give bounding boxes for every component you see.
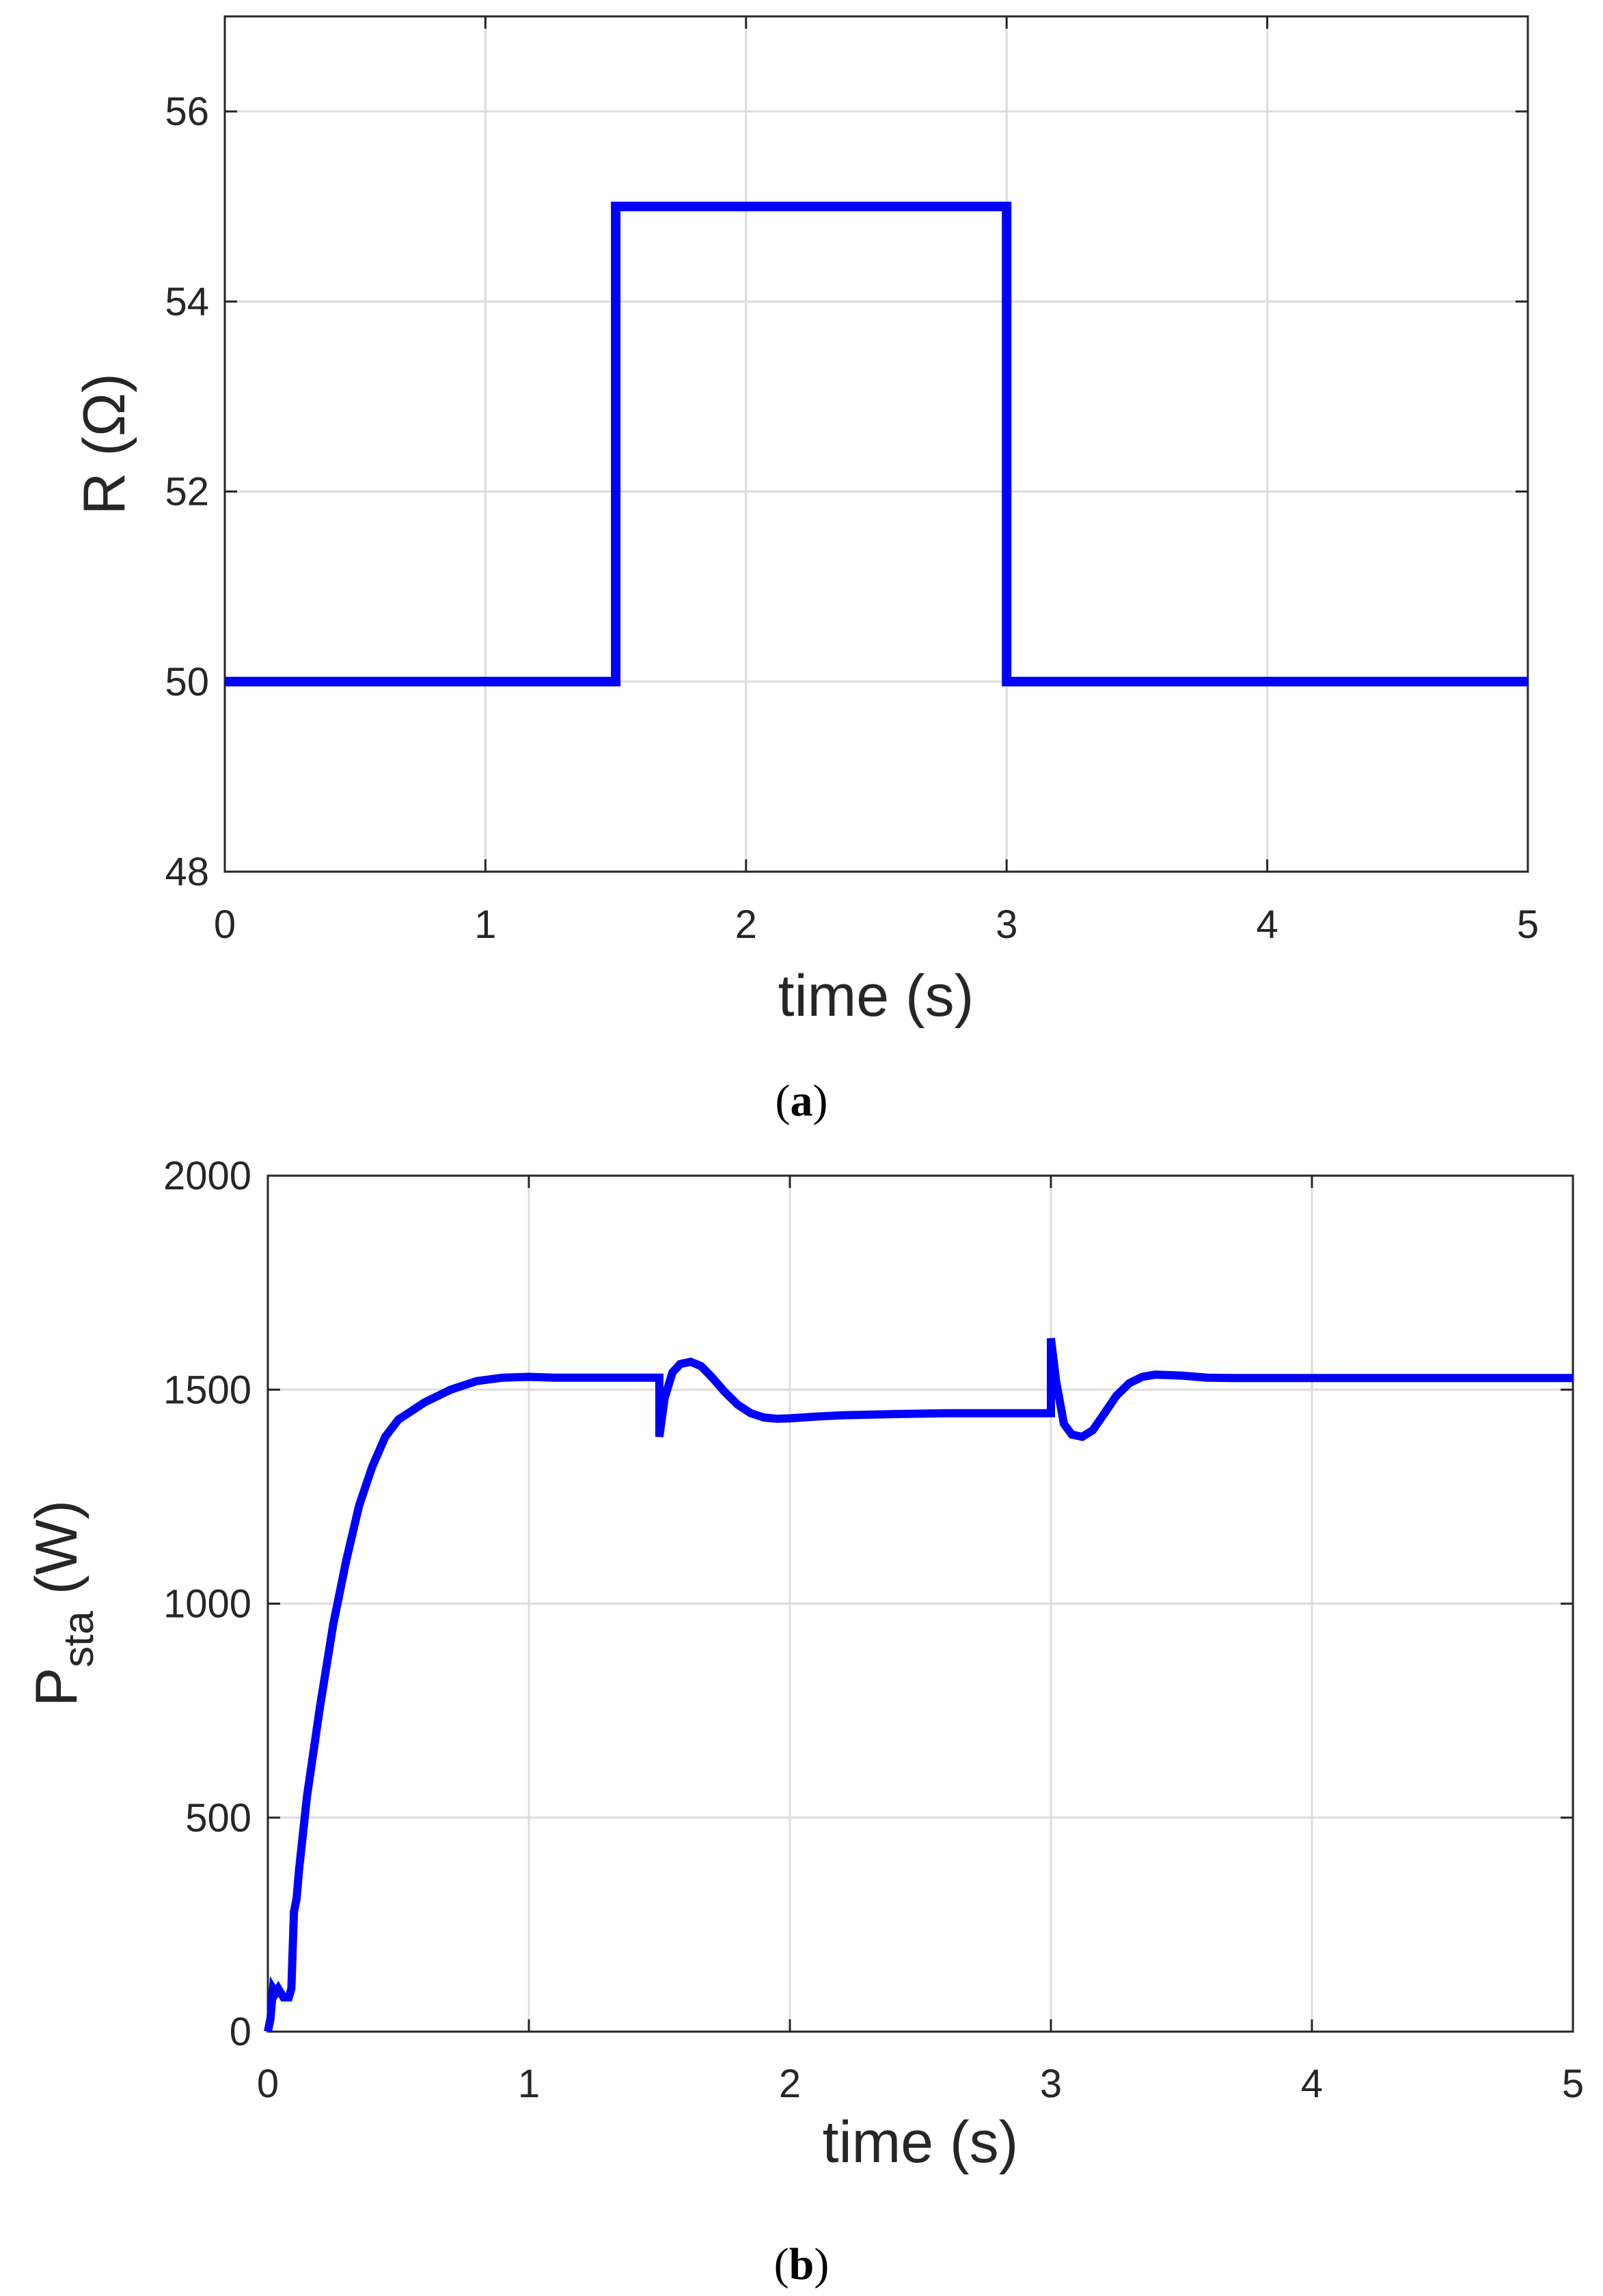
y-tick-label: 52 xyxy=(165,470,209,514)
x-tick-label: 3 xyxy=(1040,2062,1062,2106)
x-tick-label: 3 xyxy=(996,902,1017,947)
y-tick-label: 0 xyxy=(230,2010,251,2054)
y-tick-label: 500 xyxy=(185,1796,251,1840)
y-tick-label: 1500 xyxy=(163,1368,251,1412)
panel-b: 0 1 2 3 4 5 0 500 1000 1500 2000 time (s) Psta (W)… xyxy=(24,1154,1584,2289)
panel-a-plot-area xyxy=(225,16,1528,872)
panel-a-series xyxy=(225,202,1528,687)
x-tick-label: 2 xyxy=(779,2062,801,2106)
y-tick-label: 50 xyxy=(165,660,209,704)
panel-b-y-axis-label: Psta (W) xyxy=(24,1500,102,1706)
series-line xyxy=(264,1338,1573,2033)
x-tick-label: 2 xyxy=(735,902,757,947)
y-tick-label: 1000 xyxy=(163,1582,251,1627)
y-tick-label: 56 xyxy=(165,89,209,134)
x-tick-label: 4 xyxy=(1256,902,1278,947)
panel-b-series xyxy=(264,1338,1573,2033)
panel-b-ticks: 0 1 2 3 4 5 0 500 1000 1500 2000 xyxy=(163,1154,1584,2106)
panel-b-x-axis-label: time (s) xyxy=(823,2110,1019,2175)
panel-a-ticks: 0 1 2 3 4 5 48 50 52 54 56 xyxy=(165,16,1539,947)
x-tick-label: 5 xyxy=(1517,902,1539,947)
y-tick-label: 48 xyxy=(165,850,209,894)
x-tick-label: 5 xyxy=(1562,2062,1584,2106)
y-tick-label: 2000 xyxy=(163,1154,251,1198)
y-tick-label: 54 xyxy=(165,279,209,324)
panel-a-x-axis-label: time (s) xyxy=(778,963,974,1029)
x-tick-label: 1 xyxy=(474,902,496,947)
panel-b-caption: (b) xyxy=(774,2239,830,2289)
series-line xyxy=(225,202,1528,687)
panel-a-y-axis-label: R (Ω) xyxy=(72,373,137,515)
panel-a-caption: (a) xyxy=(776,1076,828,1126)
panel-a-axes-box xyxy=(223,15,1529,873)
x-tick-label: 0 xyxy=(214,902,236,947)
x-tick-label: 1 xyxy=(518,2062,540,2106)
x-tick-label: 4 xyxy=(1301,2062,1323,2106)
x-tick-label: 0 xyxy=(257,2062,279,2106)
panel-a: 0 1 2 3 4 5 48 50 52 54 56 time (s) R (Ω) (a) xyxy=(72,15,1539,1126)
